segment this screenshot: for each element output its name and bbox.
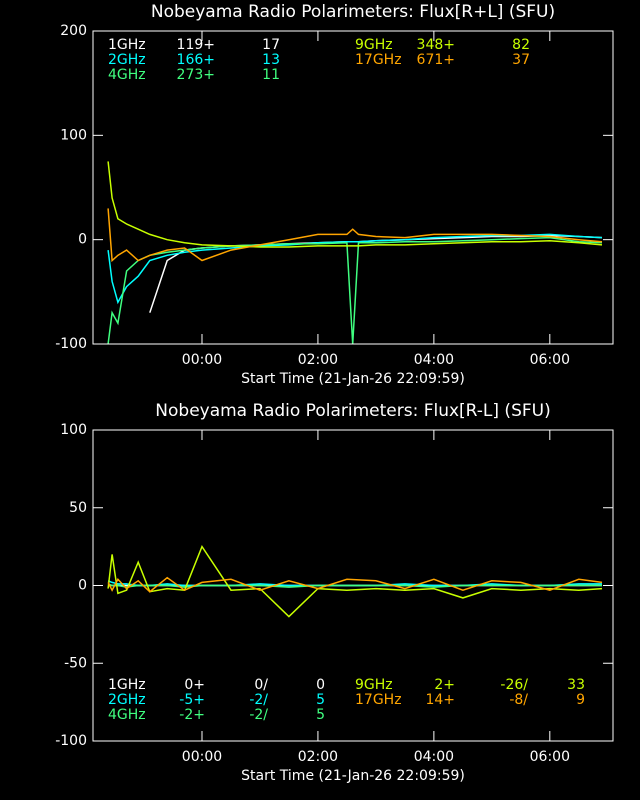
legend-scale: -2/	[249, 692, 268, 708]
x-axis-label: Start Time (21-Jan-26 22:09:59)	[241, 768, 465, 784]
legend-name: 4GHz	[108, 707, 146, 723]
plot	[107, 544, 603, 618]
series-line	[107, 580, 602, 587]
legend-extra: 5	[316, 692, 325, 708]
series-line	[107, 576, 603, 593]
legend-scale: -8/	[509, 692, 528, 708]
legend-extra: 0	[316, 677, 325, 693]
legend-extra: 5	[316, 707, 325, 723]
y-tick-label: -100	[55, 733, 87, 749]
legend-scale: 17	[262, 37, 280, 53]
plot	[107, 161, 603, 344]
series-line	[107, 208, 603, 263]
x-tick-label: 06:00	[530, 352, 570, 368]
legend-name: 4GHz	[108, 67, 146, 83]
y-tick-label: -100	[55, 336, 87, 352]
legend-scale: 37	[512, 52, 530, 68]
legend-offset: 0+	[184, 677, 205, 693]
legend-extra: 9	[576, 692, 585, 708]
chart-title: Nobeyama Radio Polarimeters: Flux[R-L] (…	[155, 401, 550, 421]
legend-offset: 2+	[434, 677, 455, 693]
series-line	[107, 583, 602, 588]
legend-offset: 119+	[177, 37, 215, 53]
legend-scale: 11	[262, 67, 280, 83]
legend-offset: 14+	[425, 692, 455, 708]
legend-offset: 348+	[417, 37, 455, 53]
y-tick-label: 100	[60, 127, 87, 143]
series-line	[107, 233, 603, 305]
y-tick-label: 100	[60, 422, 87, 438]
y-tick-label: -50	[64, 655, 87, 671]
x-tick-label: 00:00	[182, 352, 222, 368]
legend-name: 1GHz	[108, 677, 146, 693]
legend-name: 17GHz	[355, 692, 402, 708]
chart-title: Nobeyama Radio Polarimeters: Flux[R+L] (…	[151, 2, 555, 22]
legend-offset: 166+	[177, 52, 215, 68]
legend-offset: -2+	[179, 707, 205, 723]
legend-name: 2GHz	[108, 692, 146, 708]
legend-scale: 82	[512, 37, 530, 53]
x-tick-label: 02:00	[298, 749, 338, 765]
series-line	[107, 236, 603, 344]
x-tick-label: 04:00	[414, 352, 454, 368]
x-tick-label: 06:00	[530, 749, 570, 765]
legend-scale: 13	[262, 52, 280, 68]
legend-name: 2GHz	[108, 52, 146, 68]
x-tick-label: 00:00	[182, 749, 222, 765]
legend-name: 1GHz	[108, 37, 146, 53]
legend-offset: 671+	[417, 52, 455, 68]
legend-offset: 273+	[177, 67, 215, 83]
series-line	[107, 161, 603, 248]
y-tick-label: 0	[78, 578, 87, 594]
legend-name: 17GHz	[355, 52, 402, 68]
x-axis-label: Start Time (21-Jan-26 22:09:59)	[241, 371, 465, 387]
legend-scale: 0/	[254, 677, 268, 693]
x-tick-label: 02:00	[298, 352, 338, 368]
plot-frame	[92, 30, 614, 345]
series-line	[107, 544, 603, 618]
y-tick-label: 50	[69, 500, 87, 516]
x-tick-label: 04:00	[414, 749, 454, 765]
legend-name: 9GHz	[355, 677, 393, 693]
legend-scale: -2/	[249, 707, 268, 723]
y-tick-label: 0	[78, 232, 87, 248]
legend-offset: -5+	[179, 692, 205, 708]
legend-name: 9GHz	[355, 37, 393, 53]
legend-extra: 33	[567, 677, 585, 693]
legend-scale: -26/	[500, 677, 528, 693]
y-tick-label: 200	[60, 23, 87, 39]
